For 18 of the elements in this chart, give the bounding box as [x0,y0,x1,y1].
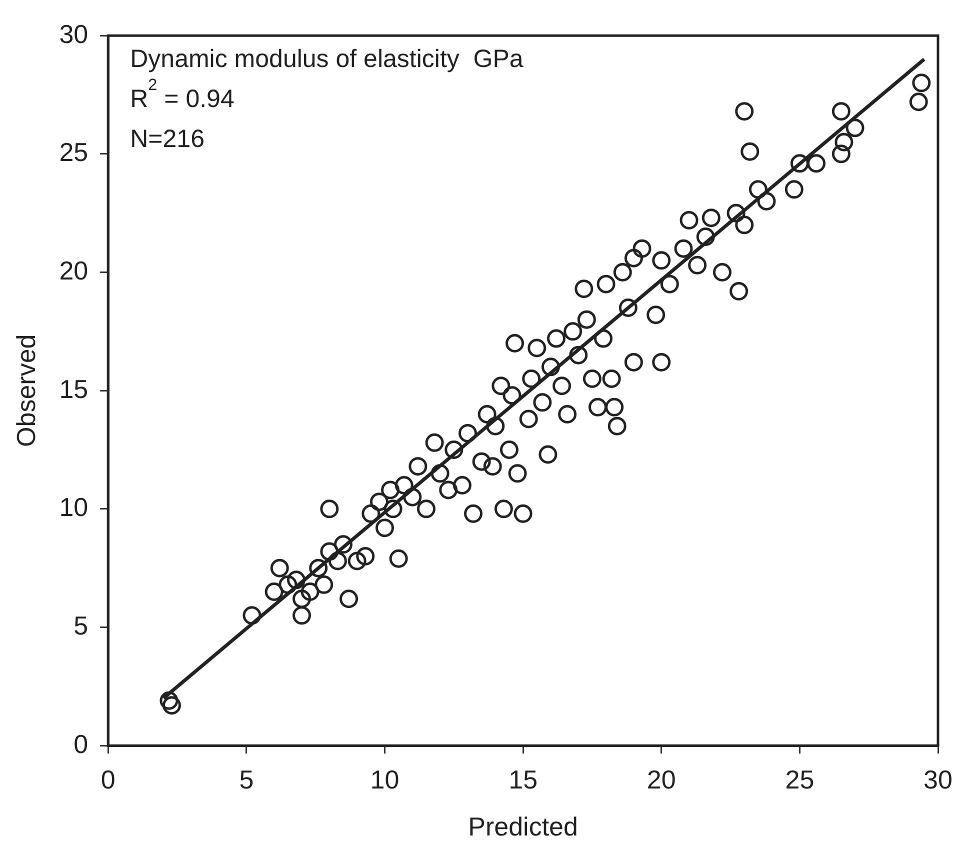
annotation: N=216 [130,124,204,153]
x-tick-label: 20 [646,764,676,794]
x-tick-label: 30 [924,764,952,794]
x-tick-label: 15 [508,764,538,794]
x-tick-label: 25 [785,764,814,794]
annotation: Dynamic modulus of elasticity GPa [130,44,524,73]
y-tick-label: 15 [59,374,88,404]
x-tick-label: 0 [100,764,116,794]
y-tick-label: 20 [59,255,88,286]
x-tick-label: 10 [370,764,400,794]
y-tick-label: 10 [59,492,88,522]
y-tick-label: 0 [74,728,88,759]
y-tick-label: 25 [59,137,88,168]
x-axis-title: Predicted [468,812,578,842]
y-axis-title: Observed [10,334,41,447]
y-tick-label: 5 [74,610,88,640]
x-tick-label: 5 [239,764,254,794]
y-tick-label: 30 [59,18,88,49]
